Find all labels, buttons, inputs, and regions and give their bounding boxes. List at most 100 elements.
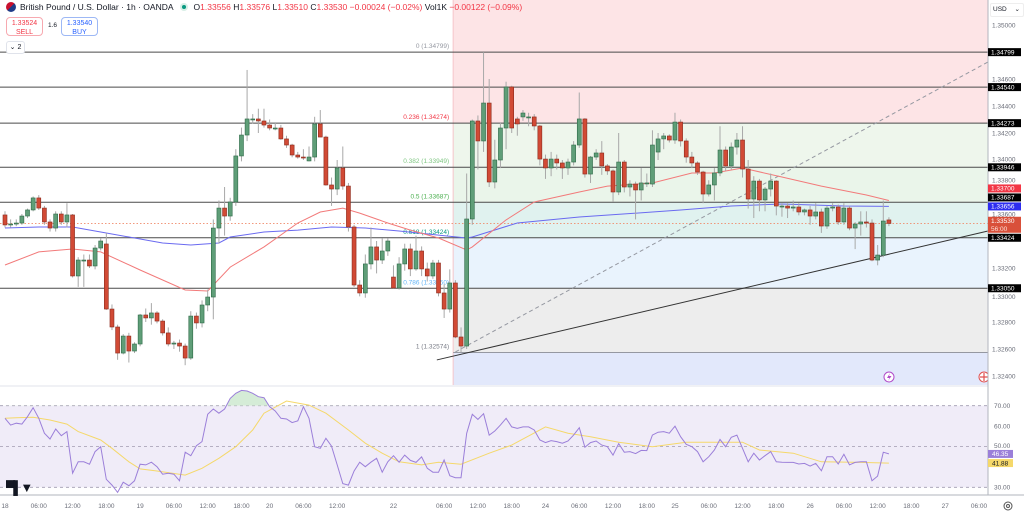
time-tick-label: 06:00 (436, 503, 453, 510)
candle-body (700, 171, 706, 195)
candle (762, 187, 768, 212)
candle (807, 205, 813, 225)
candle (796, 203, 802, 216)
time-tick-label: 12:00 (200, 503, 217, 510)
sell-price: 1.33524 (11, 20, 38, 27)
candle (745, 160, 751, 209)
price-badge-bg (988, 233, 1021, 242)
candle-body (554, 158, 560, 164)
candle-body (824, 207, 830, 227)
market-open-icon (179, 3, 188, 11)
candle-body (250, 118, 256, 121)
candle-body (115, 326, 120, 354)
close-value: 1.33530 (316, 2, 348, 12)
candle-body (723, 149, 728, 167)
candle-body (87, 259, 92, 267)
candle-body (531, 116, 537, 127)
candle (734, 133, 740, 155)
candle-body (30, 197, 36, 211)
candle-body (503, 86, 509, 129)
moving-average-blue (4, 203, 889, 246)
candle (576, 92, 582, 148)
candle (289, 143, 295, 158)
candle (47, 219, 53, 232)
buy-button[interactable]: 1.33540 BUY (61, 17, 98, 36)
sell-button[interactable]: 1.33524 SELL (6, 17, 43, 36)
candle-body (216, 207, 222, 229)
candle (469, 119, 475, 225)
price-tick-label: 1.32600 (992, 346, 1016, 353)
candle (149, 303, 154, 325)
candle-body (633, 183, 638, 191)
candle-body (171, 342, 177, 345)
high-value: 1.33576 (239, 2, 271, 12)
buy-price: 1.33540 (66, 20, 93, 27)
candle-body (768, 180, 773, 190)
candle-body (683, 140, 689, 158)
candle (864, 211, 869, 228)
candle (509, 85, 515, 133)
candle-body (379, 250, 385, 261)
candle (520, 110, 526, 121)
rsi-value-badge: 46.35 (988, 449, 1013, 458)
candle-body (149, 312, 154, 319)
time-tick-label: 06:00 (701, 503, 718, 510)
support-trendline (436, 230, 989, 361)
candle-body (571, 144, 576, 163)
candle-body (436, 262, 441, 294)
candle-body (774, 180, 779, 207)
candle (740, 126, 745, 178)
candle-body (346, 185, 351, 228)
candle (42, 205, 47, 225)
price-axis-badge: 1.34273 (988, 119, 1021, 127)
candle (379, 238, 385, 264)
candle (835, 204, 841, 225)
chevron-down-icon: ⌄ (9, 44, 16, 51)
candle (250, 114, 256, 124)
price-axis-badge: 1.33687 (988, 193, 1021, 202)
symbol-title[interactable]: British Pound / U.S. Dollar · 1h · OANDA (20, 2, 174, 12)
candle (239, 127, 244, 162)
candle (284, 135, 289, 148)
candle (346, 182, 351, 232)
rsi-line (4, 389, 890, 494)
candle-body (689, 156, 695, 164)
settings-gear-icon[interactable] (1003, 501, 1013, 511)
candle-body (36, 197, 42, 209)
candle-body (154, 312, 160, 322)
candle-body (340, 167, 346, 187)
candle (98, 238, 104, 251)
currency-dropdown[interactable]: USD ⌄ (990, 3, 1024, 17)
candle-body (278, 127, 284, 140)
rsi-moving-average-line (4, 400, 889, 476)
candle (413, 235, 419, 271)
price-badge-value: 1.33687 (991, 195, 1015, 202)
candle (436, 259, 441, 297)
tradingview-logo[interactable]: ▀▌▼ (6, 480, 33, 495)
rsi-tick-label: 50.00 (994, 443, 1011, 450)
candle (385, 238, 391, 256)
candle (560, 160, 565, 179)
candle-body (70, 214, 75, 277)
candle (751, 176, 757, 219)
candle-body (464, 218, 469, 347)
candle (8, 219, 13, 228)
low-label: L (272, 2, 278, 12)
indicators-collapse-button[interactable]: ⌄ 2 (6, 41, 25, 54)
candle-body (588, 156, 593, 175)
time-tick-label: 18:00 (504, 503, 521, 510)
candle (340, 146, 346, 190)
candle-body (368, 246, 374, 265)
candle-body (160, 320, 165, 334)
time-tick-label: 25 (671, 503, 679, 510)
candle (661, 133, 667, 150)
candle (408, 243, 413, 277)
candle (306, 146, 312, 162)
candle-body (605, 165, 610, 172)
candle-body (560, 162, 565, 169)
candle-body (458, 336, 464, 347)
lightning-event-icon (883, 371, 895, 383)
price-badge-bg (988, 119, 1021, 128)
candle (2, 211, 8, 228)
